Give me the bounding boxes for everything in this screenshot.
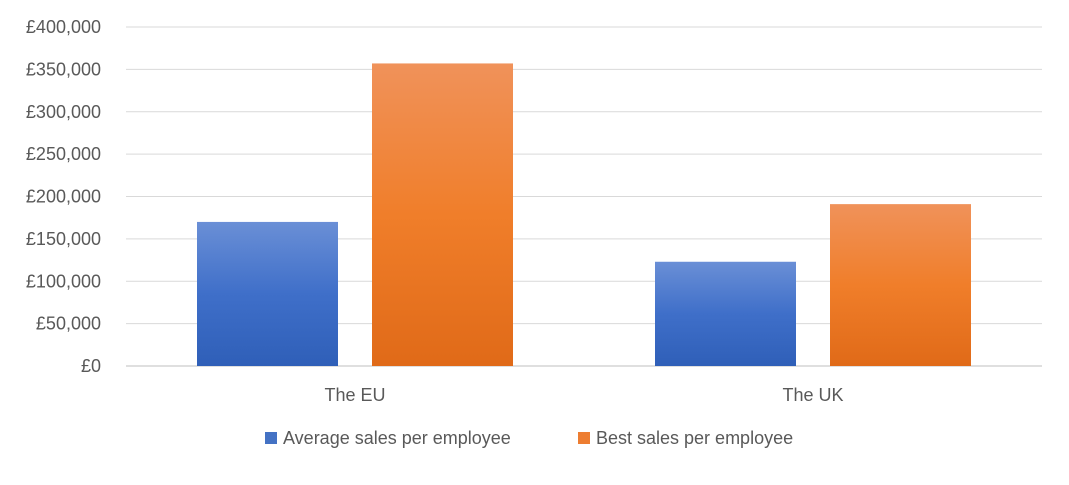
legend-swatch (578, 432, 590, 444)
y-tick-label: £50,000 (36, 314, 101, 334)
y-tick-label: £400,000 (26, 17, 101, 37)
legend-item: Average sales per employee (265, 428, 511, 448)
legend-label: Best sales per employee (596, 428, 793, 448)
y-axis-ticks: £0 £50,000 £100,000 £150,000 £200,000 £250,00… (26, 17, 101, 376)
y-tick-label: £250,000 (26, 144, 101, 164)
y-tick-label: £100,000 (26, 271, 101, 291)
y-tick-label: £350,000 (26, 59, 101, 79)
bar-average-uk (655, 261, 796, 366)
x-category-label: The UK (782, 385, 843, 405)
y-tick-label: £0 (81, 356, 101, 376)
bar-average-eu (197, 221, 338, 366)
bars (197, 63, 971, 366)
y-tick-label: £300,000 (26, 102, 101, 122)
x-axis-labels: The EU The UK (324, 385, 843, 405)
legend-item: Best sales per employee (578, 428, 793, 448)
y-tick-label: £150,000 (26, 229, 101, 249)
bar-best-uk (830, 204, 971, 366)
legend-label: Average sales per employee (283, 428, 511, 448)
legend-swatch (265, 432, 277, 444)
bar-best-eu (372, 63, 513, 366)
x-category-label: The EU (324, 385, 385, 405)
y-tick-label: £200,000 (26, 187, 101, 207)
legend: Average sales per employee Best sales per… (265, 428, 793, 448)
